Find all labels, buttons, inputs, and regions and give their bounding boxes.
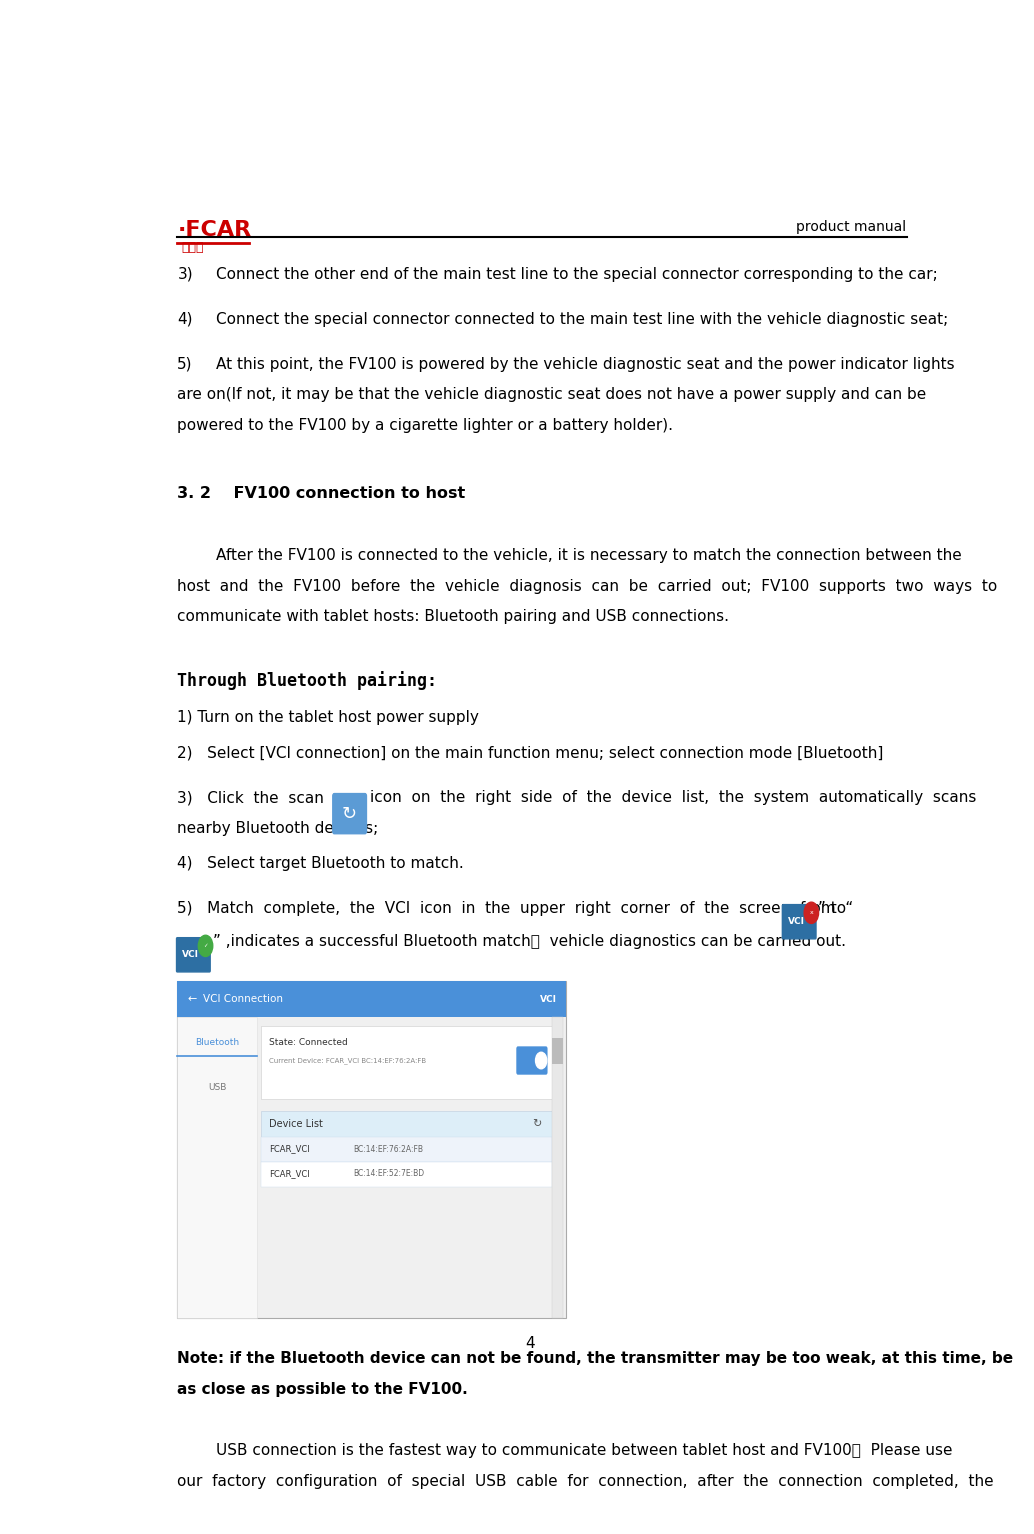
FancyBboxPatch shape xyxy=(333,793,366,834)
Circle shape xyxy=(536,1052,547,1069)
Bar xyxy=(262,1026,551,1100)
Text: our  factory  configuration  of  special  USB  cable  for  connection,  after  t: our factory configuration of special USB… xyxy=(178,1474,994,1490)
Text: Connect the other end of the main test line to the special connector correspondi: Connect the other end of the main test l… xyxy=(216,267,938,282)
Text: ” to: ” to xyxy=(818,900,846,916)
Text: FCAR_VCI: FCAR_VCI xyxy=(270,1169,310,1178)
Circle shape xyxy=(804,902,819,923)
Text: BC:14:EF:76:2A:FB: BC:14:EF:76:2A:FB xyxy=(354,1144,424,1154)
Bar xyxy=(262,1137,551,1163)
Text: VCI Connection: VCI Connection xyxy=(203,994,283,1005)
Text: 2)   Select [VCI connection] on the main function menu; select connection mode [: 2) Select [VCI connection] on the main f… xyxy=(178,746,884,761)
Text: ” ,indicates a successful Bluetooth match，  vehicle diagnostics can be carried o: ” ,indicates a successful Bluetooth matc… xyxy=(213,934,847,950)
Text: 3. 2    FV100 connection to host: 3. 2 FV100 connection to host xyxy=(178,486,465,502)
Text: VCI: VCI xyxy=(540,994,557,1003)
Text: as close as possible to the FV100.: as close as possible to the FV100. xyxy=(178,1382,468,1397)
Bar xyxy=(262,1111,551,1137)
Text: BC:14:EF:52:7E:BD: BC:14:EF:52:7E:BD xyxy=(354,1169,425,1178)
Text: host  and  the  FV100  before  the  vehicle  diagnosis  can  be  carried  out;  : host and the FV100 before the vehicle di… xyxy=(178,578,998,594)
Text: VCI: VCI xyxy=(788,917,805,927)
Text: ·FCAR: ·FCAR xyxy=(178,219,251,239)
Text: Note: if the Bluetooth device can not be found, the transmitter may be too weak,: Note: if the Bluetooth device can not be… xyxy=(178,1351,1013,1367)
Bar xyxy=(551,1039,562,1065)
FancyBboxPatch shape xyxy=(783,905,816,939)
Text: 4): 4) xyxy=(178,311,192,327)
Text: 3): 3) xyxy=(178,267,193,282)
Bar xyxy=(551,1017,562,1318)
Text: USB connection is the fastest way to communicate between tablet host and FV100； : USB connection is the fastest way to com… xyxy=(216,1443,952,1459)
FancyBboxPatch shape xyxy=(177,937,210,973)
Text: 3)   Click  the  scan: 3) Click the scan xyxy=(178,790,325,805)
Bar xyxy=(178,982,566,1017)
Text: icon  on  the  right  side  of  the  device  list,  the  system  automatically  : icon on the right side of the device lis… xyxy=(370,790,977,805)
Text: 4: 4 xyxy=(525,1336,535,1351)
Text: Device List: Device List xyxy=(270,1120,324,1129)
Text: 爱卡元: 爱卡元 xyxy=(181,241,204,253)
Text: 4)   Select target Bluetooth to match.: 4) Select target Bluetooth to match. xyxy=(178,856,464,871)
Text: After the FV100 is connected to the vehicle, it is necessary to match the connec: After the FV100 is connected to the vehi… xyxy=(216,548,962,563)
Text: ↻: ↻ xyxy=(533,1120,542,1129)
Text: State: Connected: State: Connected xyxy=(270,1039,348,1048)
Bar xyxy=(178,1017,257,1318)
Text: 1) Turn on the tablet host power supply: 1) Turn on the tablet host power supply xyxy=(178,710,479,724)
Text: powered to the FV100 by a cigarette lighter or a battery holder).: powered to the FV100 by a cigarette ligh… xyxy=(178,417,673,433)
Text: are on(If not, it may be that the vehicle diagnostic seat does not have a power : are on(If not, it may be that the vehicl… xyxy=(178,387,926,402)
Text: product manual: product manual xyxy=(796,219,907,233)
Bar xyxy=(262,1163,551,1187)
Text: At this point, the FV100 is powered by the vehicle diagnostic seat and the power: At this point, the FV100 is powered by t… xyxy=(216,356,954,371)
Text: FCAR_VCI: FCAR_VCI xyxy=(270,1144,310,1154)
Text: x: x xyxy=(810,910,813,916)
Text: Through Bluetooth pairing:: Through Bluetooth pairing: xyxy=(178,670,437,690)
Text: 5)   Match  complete,  the  VCI  icon  in  the  upper  right  corner  of  the  s: 5) Match complete, the VCI icon in the u… xyxy=(178,900,854,916)
Text: ←: ← xyxy=(188,994,197,1005)
Text: ✓: ✓ xyxy=(204,943,208,948)
Text: VCI: VCI xyxy=(182,950,200,959)
Circle shape xyxy=(199,936,213,957)
Bar xyxy=(178,982,566,1318)
Text: Current Device: FCAR_VCI BC:14:EF:76:2A:FB: Current Device: FCAR_VCI BC:14:EF:76:2A:… xyxy=(270,1057,427,1063)
Text: communicate with tablet hosts: Bluetooth pairing and USB connections.: communicate with tablet hosts: Bluetooth… xyxy=(178,609,729,624)
Text: Connect the special connector connected to the main test line with the vehicle d: Connect the special connector connected … xyxy=(216,311,948,327)
FancyBboxPatch shape xyxy=(516,1046,548,1075)
Text: USB: USB xyxy=(208,1083,226,1092)
Text: 5): 5) xyxy=(178,356,192,371)
Text: Bluetooth: Bluetooth xyxy=(195,1039,240,1048)
Text: ↻: ↻ xyxy=(342,805,357,822)
Text: nearby Bluetooth devices;: nearby Bluetooth devices; xyxy=(178,821,378,836)
